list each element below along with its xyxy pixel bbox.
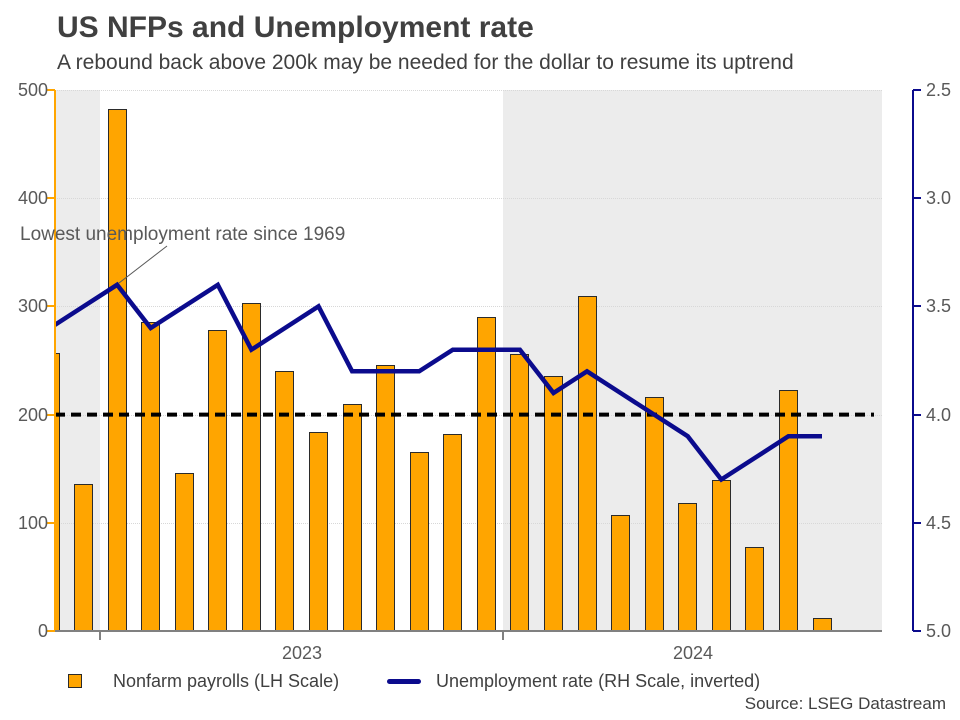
nfp-bar-dec-2022 xyxy=(74,483,94,631)
right-axis-tick-4 xyxy=(913,413,921,416)
nfp-bar-may-2023 xyxy=(241,303,261,631)
left-axis-tick-400 xyxy=(47,197,55,200)
left-axis-label-500: 500 xyxy=(17,80,48,100)
left-axis-tick-0 xyxy=(47,630,55,632)
nfp-bar-nov-2022 xyxy=(55,352,60,631)
page-title: US NFPs and Unemployment rate xyxy=(57,11,534,44)
left-axis-tick-200 xyxy=(47,413,55,416)
left-axis-tick-100 xyxy=(47,521,55,524)
nfp-bar-oct-2024 xyxy=(812,618,832,631)
x-axis-line xyxy=(55,630,882,632)
nfp-bar-feb-2023 xyxy=(141,321,161,631)
legend-label-unemployment-rate: Unemployment rate (RH Scale, inverted) xyxy=(436,671,761,691)
gridline-300 xyxy=(55,306,882,308)
x-axis-tick-2023 xyxy=(99,632,102,640)
source-note: Source: LSEG Datastream xyxy=(744,694,946,713)
right-axis-tick-4.5 xyxy=(913,521,921,524)
right-axis-label-5: 5.0 xyxy=(926,621,952,641)
left-axis-label-400: 400 xyxy=(17,188,48,209)
nfp-bar-mar-2024 xyxy=(577,295,597,631)
right-axis-tick-2.5 xyxy=(913,89,921,91)
nfp-bar-apr-2024 xyxy=(611,515,631,631)
nfp-bar-jun-2023 xyxy=(275,371,295,631)
gridline-400 xyxy=(55,198,882,200)
legend-line-swatch xyxy=(387,679,421,684)
right-axis-tick-3 xyxy=(913,197,921,200)
legend-bar-swatch xyxy=(68,674,82,688)
nfp-bar-jun-2024 xyxy=(678,503,698,631)
nfp-bar-nov-2023 xyxy=(443,434,463,631)
nfp-bar-jan-2023 xyxy=(107,109,127,631)
nfp-bar-feb-2024 xyxy=(543,375,563,631)
x-axis-year-label-2024: 2024 xyxy=(672,643,714,663)
annotation-lowest-unemployment: Lowest unemployment rate since 1969 xyxy=(20,224,346,245)
right-axis-label-4: 4.0 xyxy=(926,404,952,425)
nfp-bar-aug-2023 xyxy=(342,403,362,631)
gridline-200 xyxy=(55,414,882,416)
nfp-bar-mar-2023 xyxy=(174,473,194,631)
left-axis-label-0: 0 xyxy=(37,621,48,641)
right-axis-label-3.5: 3.5 xyxy=(926,296,952,317)
gridline-500 xyxy=(55,90,882,91)
left-axis-spine xyxy=(54,90,56,631)
plot-area xyxy=(55,90,882,631)
plot-svg xyxy=(55,281,874,483)
left-axis-tick-500 xyxy=(47,89,55,91)
nfp-bar-dec-2023 xyxy=(476,317,496,631)
nfp-bar-jan-2024 xyxy=(510,354,530,631)
right-axis-tick-5 xyxy=(913,630,921,632)
x-axis-tick-2024 xyxy=(502,632,505,640)
nfp-bar-sep-2023 xyxy=(376,364,396,631)
gridline-100 xyxy=(55,522,882,524)
page-subtitle: A rebound back above 200k may be needed … xyxy=(57,51,794,74)
nfp-bar-apr-2023 xyxy=(208,330,228,631)
legend-label-nonfarm-payrolls: Nonfarm payrolls (LH Scale) xyxy=(113,671,340,691)
left-axis-label-100: 100 xyxy=(17,512,48,533)
nfp-bar-may-2024 xyxy=(644,397,664,631)
right-axis-spine xyxy=(912,90,914,631)
nfp-bar-jul-2023 xyxy=(309,431,329,631)
right-axis-tick-3.5 xyxy=(913,305,921,308)
unemployment-rate-line xyxy=(55,281,822,483)
x-axis-year-label-2023: 2023 xyxy=(281,643,323,663)
right-axis-label-2.5: 2.5 xyxy=(926,80,952,100)
right-axis-label-4.5: 4.5 xyxy=(926,512,952,533)
nfp-bar-aug-2024 xyxy=(745,546,765,631)
left-axis-label-200: 200 xyxy=(17,404,48,425)
left-axis-label-300: 300 xyxy=(17,296,48,317)
right-axis-label-3: 3.0 xyxy=(926,188,952,209)
legend: Nonfarm payrolls (LH Scale) Unemployment… xyxy=(0,671,960,697)
left-axis-tick-300 xyxy=(47,305,55,308)
nfp-bar-oct-2023 xyxy=(409,452,429,631)
nfp-bar-sep-2024 xyxy=(778,389,798,631)
